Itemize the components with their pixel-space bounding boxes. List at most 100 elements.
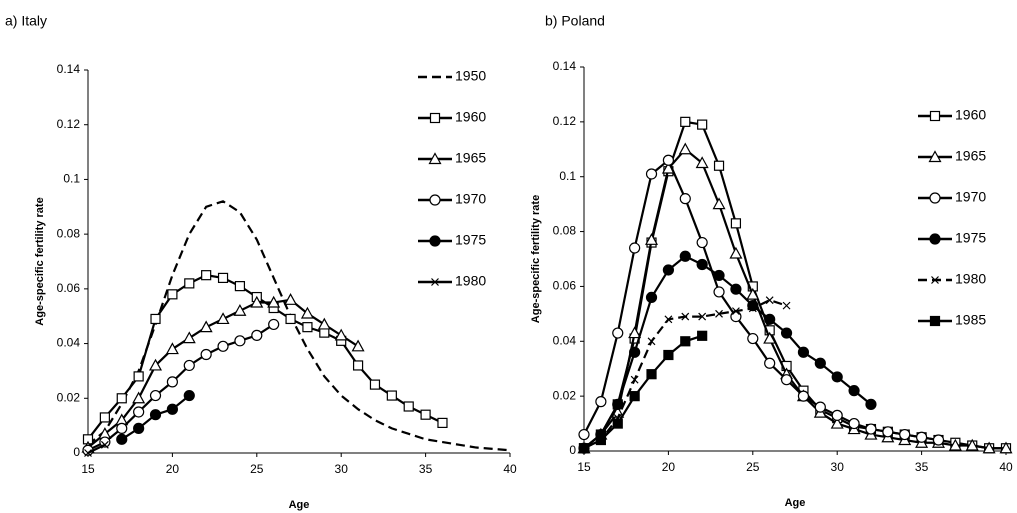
marker <box>713 160 725 171</box>
marker <box>429 235 441 247</box>
marker <box>882 426 894 438</box>
y-tick-label: 0.08 <box>553 224 577 238</box>
y-tick-label: 0.06 <box>57 281 81 295</box>
panel-title: b) Poland <box>545 13 605 29</box>
marker <box>664 315 673 324</box>
marker <box>662 154 675 166</box>
marker <box>765 296 774 305</box>
marker <box>698 312 707 321</box>
marker <box>780 374 793 386</box>
marker <box>429 112 441 124</box>
marker <box>351 339 365 352</box>
y-tick-label: 0.1 <box>559 169 576 183</box>
marker <box>284 293 298 305</box>
marker <box>300 306 314 319</box>
marker <box>647 337 656 346</box>
marker <box>865 423 877 435</box>
marker <box>697 119 708 130</box>
chart-panel: b) Poland Age-specific fertility rate Age 0… <box>530 13 1013 509</box>
marker <box>630 375 639 384</box>
marker <box>612 418 623 429</box>
marker <box>831 409 843 421</box>
x-tick-label: 15 <box>577 460 591 474</box>
marker <box>99 436 111 448</box>
marker <box>729 246 743 259</box>
marker <box>679 193 691 205</box>
x-tick-label: 40 <box>503 462 517 476</box>
y-tick-label: 0 <box>73 445 80 459</box>
marker <box>915 431 928 443</box>
marker <box>865 398 877 410</box>
marker <box>251 329 263 341</box>
marker <box>184 278 195 289</box>
legend-label: 1980 <box>955 271 986 287</box>
marker <box>233 303 247 316</box>
marker <box>679 250 691 262</box>
x-axis-label: Age <box>785 497 806 509</box>
marker <box>84 449 92 457</box>
marker <box>629 242 641 254</box>
y-tick-label: 0.04 <box>57 336 81 350</box>
marker <box>166 376 178 388</box>
marker <box>763 331 777 344</box>
marker <box>595 434 606 446</box>
marker <box>133 406 145 418</box>
marker <box>645 233 659 245</box>
marker <box>746 287 760 300</box>
x-tick-label: 40 <box>999 460 1013 474</box>
y-tick-label: 0.12 <box>57 117 81 131</box>
marker <box>764 313 776 325</box>
marker <box>965 438 979 451</box>
x-tick-label: 20 <box>166 462 180 476</box>
legend-label: 1965 <box>955 148 986 164</box>
marker <box>782 301 791 310</box>
marker <box>645 168 658 180</box>
marker <box>680 336 691 347</box>
x-tick-label: 15 <box>81 462 95 476</box>
legend-label: 1970 <box>955 189 986 205</box>
marker <box>628 326 642 339</box>
marker <box>149 389 162 402</box>
marker <box>250 295 264 308</box>
x-axis-label: Age <box>289 499 310 511</box>
series-line <box>583 158 939 442</box>
marker <box>183 389 195 402</box>
marker <box>663 349 674 361</box>
marker <box>166 403 178 415</box>
x-tick-label: 35 <box>419 462 433 476</box>
series-line <box>87 443 106 454</box>
y-tick-label: 0.14 <box>57 62 81 76</box>
marker <box>612 327 624 339</box>
marker <box>831 371 843 383</box>
legend-label: 1975 <box>955 230 986 246</box>
y-axis-label: Age-specific fertility rate <box>34 197 46 325</box>
marker <box>403 401 414 412</box>
marker <box>797 346 810 358</box>
marker <box>932 434 945 446</box>
marker <box>696 258 708 271</box>
marker <box>662 264 675 276</box>
marker <box>629 346 641 358</box>
marker <box>267 295 281 308</box>
marker <box>713 269 725 282</box>
marker <box>369 379 381 390</box>
marker <box>133 371 144 382</box>
y-tick-label: 0.1 <box>63 172 80 186</box>
marker <box>814 401 826 413</box>
marker <box>200 348 212 361</box>
y-tick-label: 0.06 <box>553 279 577 293</box>
marker <box>948 438 962 451</box>
marker <box>730 283 742 295</box>
marker <box>830 416 844 429</box>
marker <box>731 307 740 316</box>
marker <box>780 327 793 339</box>
marker <box>150 313 161 325</box>
marker <box>428 152 442 165</box>
marker <box>268 318 280 331</box>
y-tick-label: 0.14 <box>553 59 577 73</box>
legend-label: 1975 <box>455 232 486 248</box>
marker <box>999 441 1013 454</box>
legend-label: 1970 <box>455 191 486 207</box>
legend-label: 1960 <box>955 107 986 123</box>
